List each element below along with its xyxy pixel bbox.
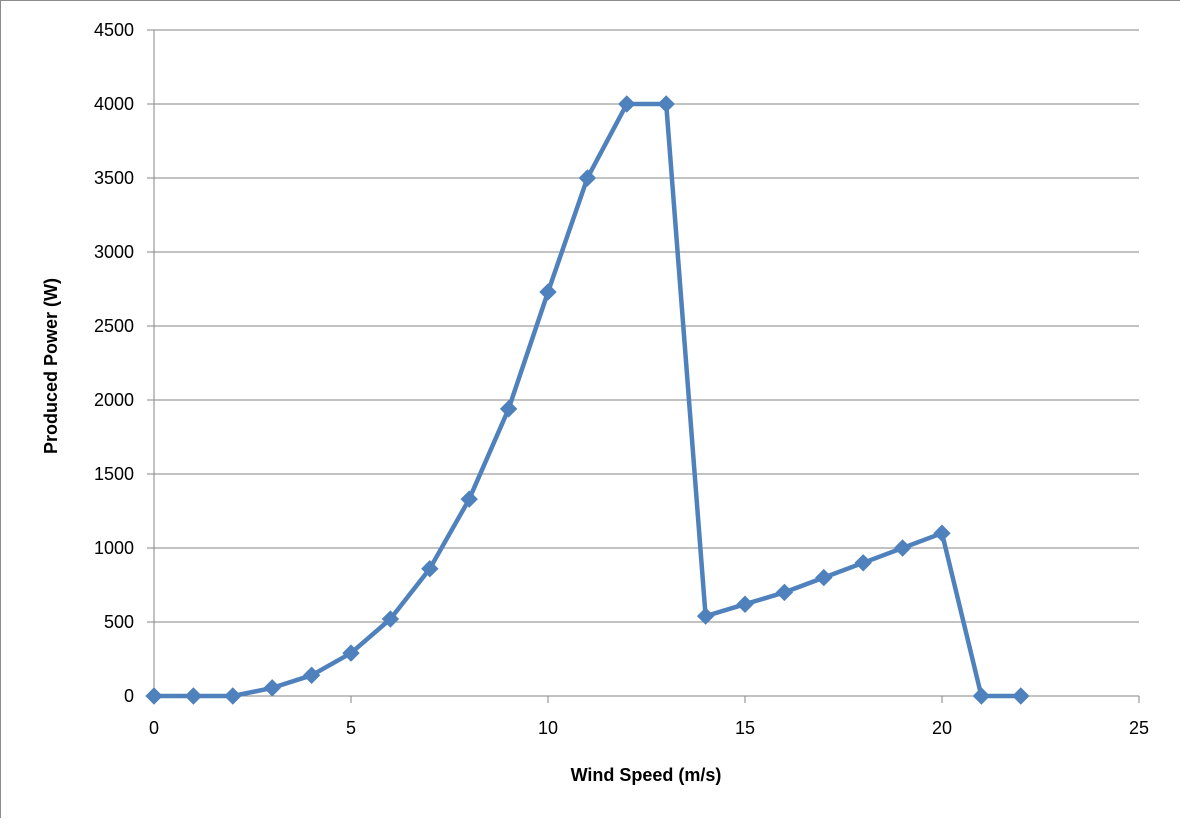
data-point-marker bbox=[263, 679, 281, 697]
y-tick-label: 3000 bbox=[94, 242, 134, 262]
data-point-marker bbox=[815, 568, 833, 587]
axes bbox=[147, 29, 1140, 703]
y-tick-label: 4000 bbox=[94, 94, 134, 114]
data-point-marker bbox=[775, 583, 794, 602]
x-tick-labels: 0 5 10 15 20 25 bbox=[149, 718, 1149, 738]
data-point-marker bbox=[696, 607, 715, 625]
y-tick-labels: 0 500 1000 1500 2000 2500 3000 3500 4000 4500 bbox=[94, 20, 134, 706]
x-tick-label: 25 bbox=[1129, 718, 1149, 738]
data-point-marker bbox=[184, 687, 203, 705]
x-tick-label: 5 bbox=[346, 718, 356, 738]
gridlines bbox=[154, 29, 1139, 623]
data-point-marker bbox=[578, 169, 597, 187]
data-point-marker bbox=[972, 687, 991, 705]
data-point-marker bbox=[499, 400, 518, 418]
y-tick-label: 0 bbox=[124, 686, 134, 706]
data-point-marker bbox=[893, 539, 912, 557]
x-tick-label: 20 bbox=[932, 718, 952, 738]
y-tick-label: 500 bbox=[104, 612, 134, 632]
data-point-marker bbox=[657, 95, 675, 113]
data-point-marker bbox=[224, 687, 242, 705]
y-tick-label: 2500 bbox=[94, 316, 134, 336]
data-point-marker bbox=[302, 666, 321, 684]
x-tick-label: 10 bbox=[538, 718, 558, 738]
y-tick-label: 3500 bbox=[94, 168, 134, 188]
y-axis-title: Produced Power (W) bbox=[41, 278, 61, 454]
data-point-marker bbox=[933, 524, 951, 542]
data-point-marker bbox=[854, 554, 872, 572]
data-point-marker bbox=[381, 610, 400, 628]
x-tick-label: 15 bbox=[735, 718, 755, 738]
y-tick-label: 1000 bbox=[94, 538, 134, 558]
data-point-marker bbox=[421, 560, 439, 578]
data-point-marker bbox=[145, 687, 163, 705]
data-point-marker bbox=[460, 490, 478, 508]
data-point-marker bbox=[736, 595, 754, 613]
x-axis-title: Wind Speed (m/s) bbox=[571, 765, 722, 785]
data-point-marker bbox=[1012, 687, 1030, 705]
data-point-marker bbox=[342, 644, 360, 662]
series-group bbox=[145, 95, 1030, 705]
data-point-marker bbox=[618, 95, 636, 113]
y-tick-label: 2000 bbox=[94, 390, 134, 410]
y-tick-label: 1500 bbox=[94, 464, 134, 484]
data-point-marker bbox=[539, 283, 557, 301]
y-tick-label: 4500 bbox=[94, 20, 134, 40]
x-tick-label: 0 bbox=[149, 718, 159, 738]
